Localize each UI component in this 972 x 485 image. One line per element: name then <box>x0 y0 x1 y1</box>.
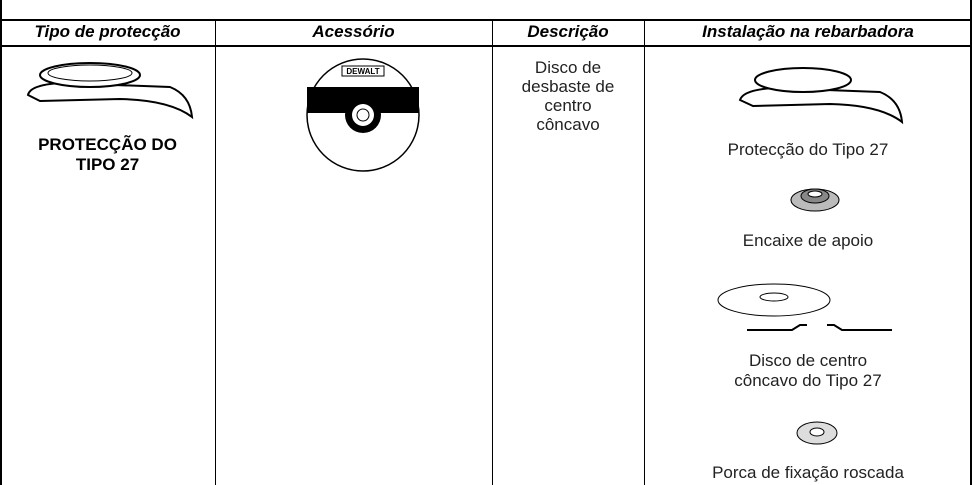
install-label: Protecção do Tipo 27 <box>727 140 889 159</box>
brand-logo: DEWALT <box>346 67 379 76</box>
header: Tipo de protecção <box>34 22 181 41</box>
nut-icon <box>796 421 838 445</box>
install-label: Porca de fixação roscada <box>712 463 904 482</box>
border <box>215 19 216 485</box>
flange-icon <box>790 188 840 212</box>
guard-label: PROTECÇÃO DO TIPO 27 <box>38 135 177 174</box>
install-label: Disco de centro côncavo do Tipo 27 <box>734 351 882 390</box>
guard-icon <box>738 67 904 125</box>
header: Instalação na rebarbadora <box>702 22 914 41</box>
border <box>0 0 2 485</box>
border <box>0 19 972 21</box>
header: Descrição <box>527 22 609 41</box>
header: Acessório <box>312 22 395 41</box>
border <box>970 0 972 485</box>
border <box>0 45 972 47</box>
disc-icon: DEWALT <box>306 58 420 172</box>
description: Disco de desbaste de centro côncavo <box>521 58 615 134</box>
disc-side-icon <box>717 283 892 331</box>
install-label: Encaixe de apoio <box>742 231 874 250</box>
guard-icon <box>26 62 194 120</box>
border <box>492 19 493 485</box>
border <box>644 19 645 485</box>
